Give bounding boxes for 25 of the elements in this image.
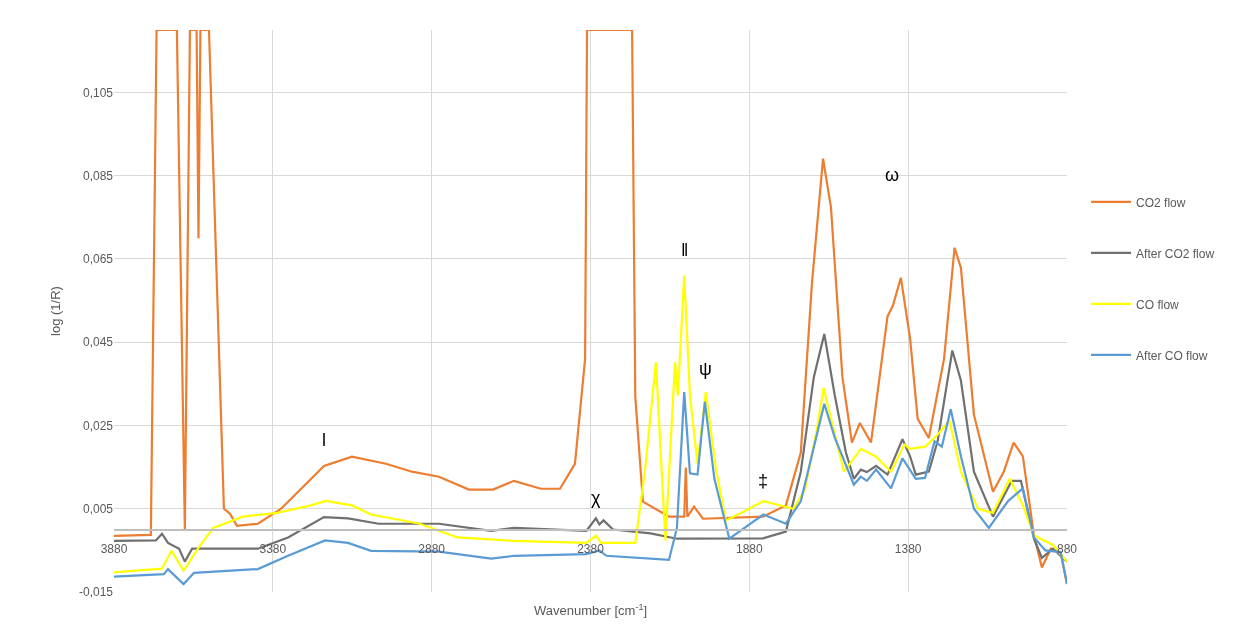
y-tick-label: 0,065: [82, 252, 114, 267]
y-tick-label: 0,085: [82, 168, 114, 183]
y-tick-label: 0,045: [82, 335, 114, 350]
legend-label: After CO flow: [1136, 348, 1208, 363]
annotation: ω: [885, 165, 900, 185]
x-tick-label: 1880: [735, 541, 763, 556]
annotation: χ: [591, 488, 601, 508]
y-axis-title: log (1/R): [47, 286, 63, 336]
x-tick-label: 880: [1056, 541, 1078, 556]
annotation: ‡: [758, 471, 769, 491]
legend-label: After CO2 flow: [1136, 246, 1215, 261]
y-tick-label: 0,025: [82, 418, 114, 433]
y-tick-label: -0,015: [78, 585, 114, 600]
annotation: l: [322, 430, 326, 450]
annotation: ‖: [681, 240, 689, 260]
legend-label: CO2 flow: [1136, 195, 1186, 210]
x-tick-label: 3880: [100, 541, 128, 556]
y-tick-label: 0,005: [82, 501, 114, 516]
annotation: ψ: [699, 359, 712, 379]
y-tick-label: 0,105: [82, 85, 114, 100]
x-tick-label: 1380: [894, 541, 922, 556]
legend-label: CO flow: [1136, 297, 1180, 312]
x-tick-label: 2380: [577, 541, 605, 556]
x-tick-label: 3380: [259, 541, 287, 556]
x-axis-title: Wavenumber [cm$^{-1}$]: [534, 602, 648, 619]
